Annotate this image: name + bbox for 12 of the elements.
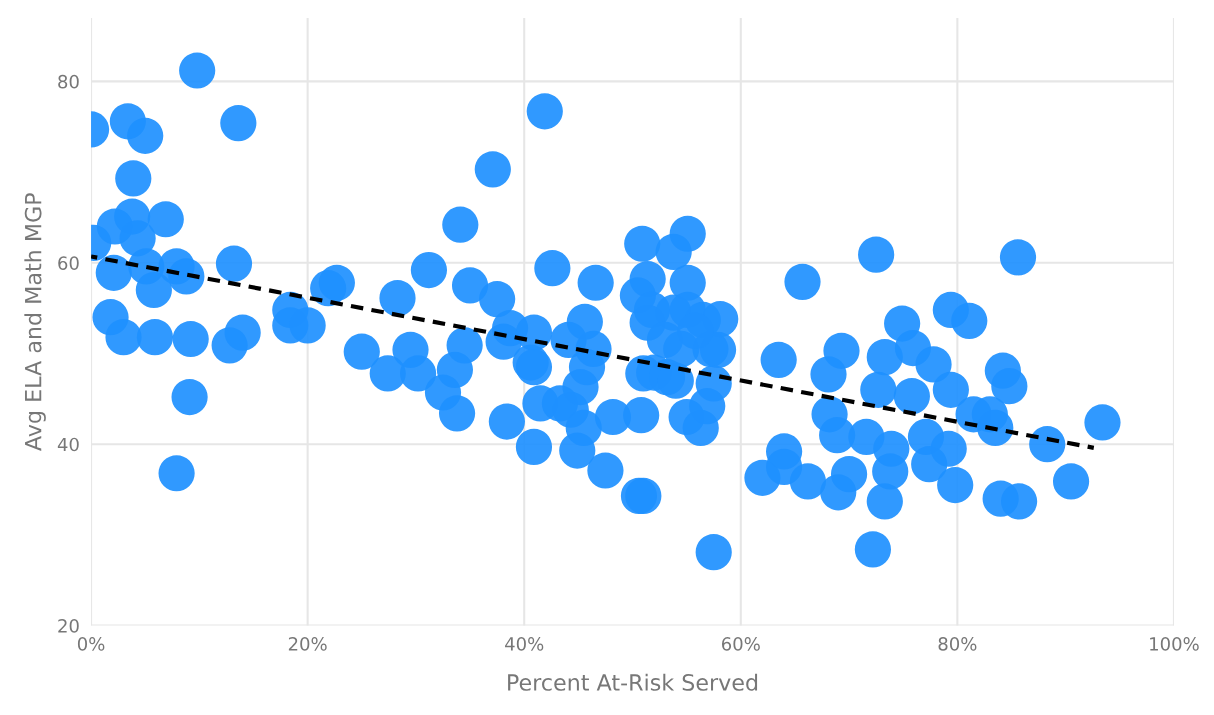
x-tick-label: 60% <box>721 637 760 651</box>
x-tick-label: 80% <box>938 637 977 651</box>
x-tick-label: 20% <box>288 637 327 651</box>
x-axis-title: Percent At-Risk Served <box>508 673 758 691</box>
y-tick-label: 20 <box>58 619 79 633</box>
x-tick-label: 100% <box>1150 637 1199 651</box>
y-axis-title: Avg ELA and Math MGP <box>24 193 46 451</box>
y-tick-label: 60 <box>58 256 79 270</box>
x-tick-label: 0% <box>77 637 105 651</box>
y-tick-label: 80 <box>58 74 79 89</box>
x-tick-label: 40% <box>505 637 544 651</box>
y-tick-label: 40 <box>57 437 79 452</box>
